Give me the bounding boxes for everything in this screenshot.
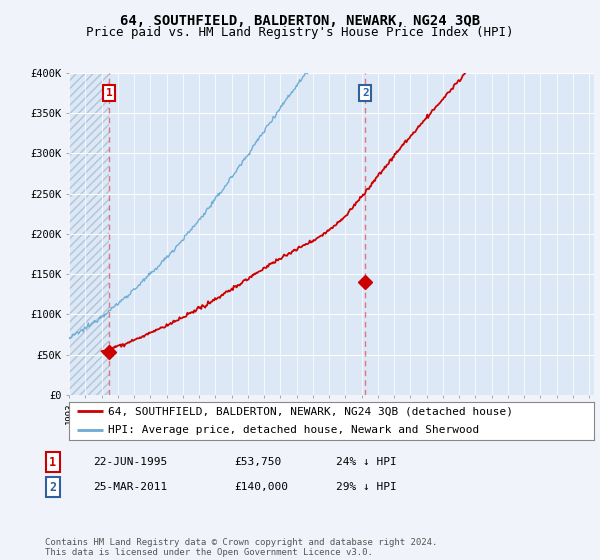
Text: 22-JUN-1995: 22-JUN-1995 (93, 457, 167, 467)
Bar (69, 73, 109, 395)
Text: 1: 1 (49, 455, 56, 469)
Text: 2: 2 (362, 88, 368, 98)
Text: 24% ↓ HPI: 24% ↓ HPI (336, 457, 397, 467)
Text: HPI: Average price, detached house, Newark and Sherwood: HPI: Average price, detached house, Newa… (109, 425, 479, 435)
Text: 1: 1 (106, 88, 113, 98)
Text: Price paid vs. HM Land Registry's House Price Index (HPI): Price paid vs. HM Land Registry's House … (86, 26, 514, 39)
Text: 64, SOUTHFIELD, BALDERTON, NEWARK, NG24 3QB (detached house): 64, SOUTHFIELD, BALDERTON, NEWARK, NG24 … (109, 406, 514, 416)
Text: 64, SOUTHFIELD, BALDERTON, NEWARK, NG24 3QB: 64, SOUTHFIELD, BALDERTON, NEWARK, NG24 … (120, 14, 480, 28)
Text: 25-MAR-2011: 25-MAR-2011 (93, 482, 167, 492)
Text: £140,000: £140,000 (234, 482, 288, 492)
Text: 29% ↓ HPI: 29% ↓ HPI (336, 482, 397, 492)
Text: £53,750: £53,750 (234, 457, 281, 467)
Text: 2: 2 (49, 480, 56, 494)
Text: Contains HM Land Registry data © Crown copyright and database right 2024.
This d: Contains HM Land Registry data © Crown c… (45, 538, 437, 557)
